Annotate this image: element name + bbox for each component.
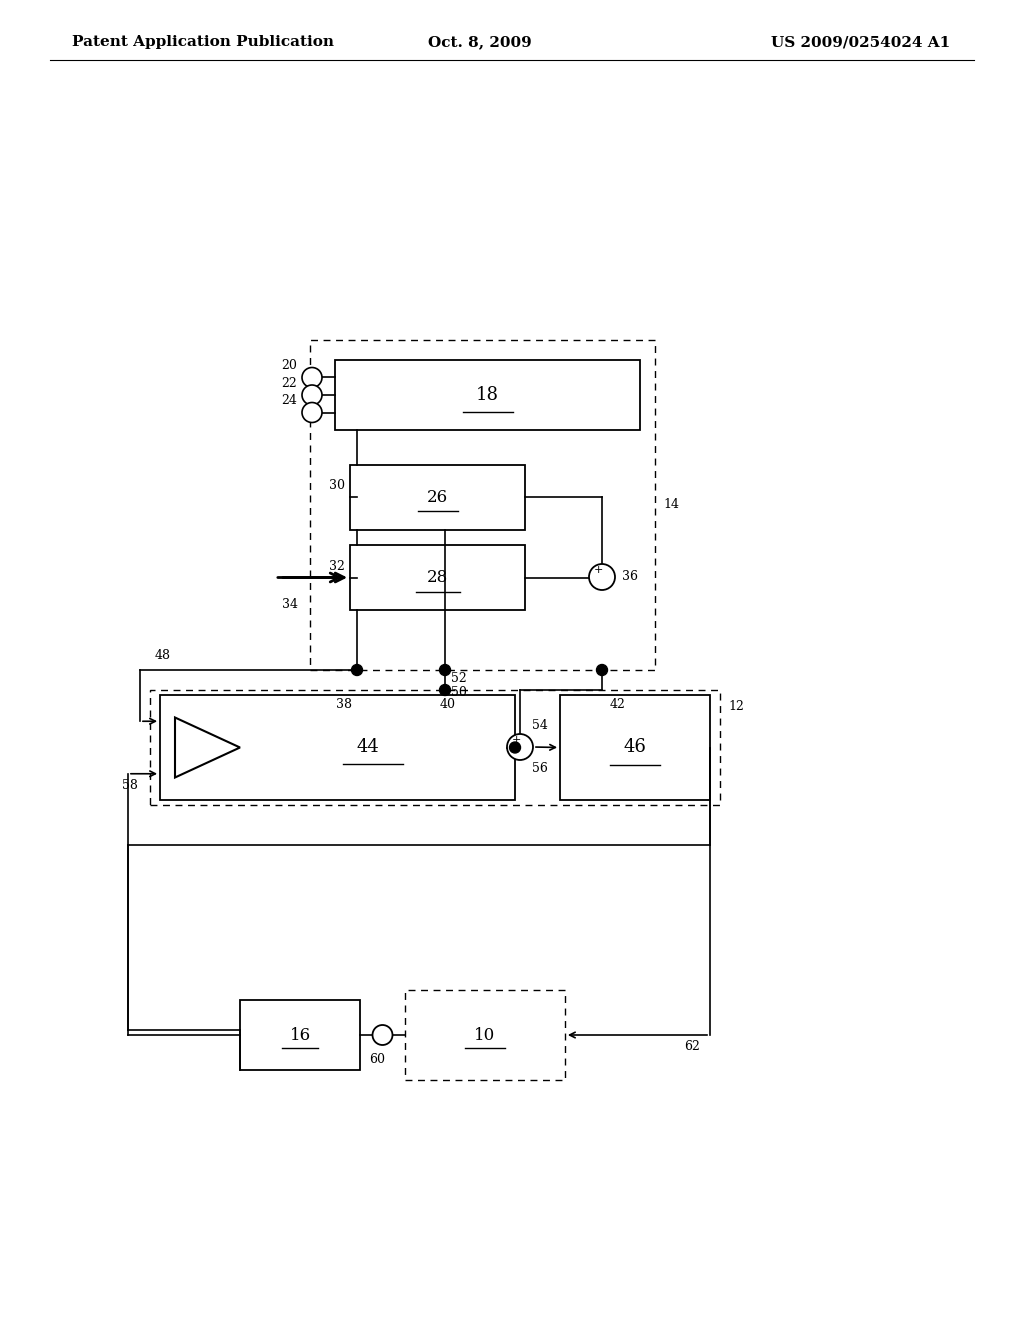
Text: 26: 26 xyxy=(427,488,449,506)
Text: 34: 34 xyxy=(282,598,298,610)
Circle shape xyxy=(439,685,451,696)
Text: 40: 40 xyxy=(440,698,456,711)
Text: 44: 44 xyxy=(356,738,379,756)
Bar xyxy=(335,360,640,430)
Bar xyxy=(350,545,525,610)
Text: +: + xyxy=(511,735,520,744)
Text: 24: 24 xyxy=(282,395,297,408)
Text: 20: 20 xyxy=(282,359,297,372)
Bar xyxy=(350,465,525,531)
Bar xyxy=(150,690,720,805)
Circle shape xyxy=(373,1026,392,1045)
Text: +: + xyxy=(593,565,603,576)
Text: 10: 10 xyxy=(474,1027,496,1044)
Bar xyxy=(560,696,710,800)
Text: US 2009/0254024 A1: US 2009/0254024 A1 xyxy=(771,36,950,49)
Circle shape xyxy=(589,564,615,590)
Text: 38: 38 xyxy=(336,698,352,711)
Text: 54: 54 xyxy=(532,719,548,733)
Circle shape xyxy=(439,664,451,676)
Bar xyxy=(160,696,515,800)
Text: 16: 16 xyxy=(290,1027,310,1044)
Circle shape xyxy=(597,664,607,676)
Text: 60: 60 xyxy=(370,1053,385,1067)
Bar xyxy=(310,341,655,671)
Text: Patent Application Publication: Patent Application Publication xyxy=(72,36,334,49)
Circle shape xyxy=(507,734,534,760)
Text: 46: 46 xyxy=(624,738,646,756)
Circle shape xyxy=(351,664,362,676)
Circle shape xyxy=(302,385,322,405)
Text: Oct. 8, 2009: Oct. 8, 2009 xyxy=(428,36,531,49)
Circle shape xyxy=(510,742,520,752)
Text: 50: 50 xyxy=(451,686,467,700)
Bar xyxy=(240,1001,360,1071)
Text: 48: 48 xyxy=(155,649,171,663)
Text: 52: 52 xyxy=(451,672,467,685)
Text: 22: 22 xyxy=(282,378,297,389)
Text: 58: 58 xyxy=(122,779,138,792)
Text: 28: 28 xyxy=(427,569,449,586)
Text: 18: 18 xyxy=(476,385,499,404)
Text: 62: 62 xyxy=(684,1040,700,1053)
Circle shape xyxy=(302,403,322,422)
Bar xyxy=(406,990,565,1080)
Text: 36: 36 xyxy=(622,570,638,583)
Text: 12: 12 xyxy=(728,700,743,713)
Text: 14: 14 xyxy=(663,499,679,511)
Text: 42: 42 xyxy=(610,698,626,711)
Text: 32: 32 xyxy=(329,560,345,573)
Text: 30: 30 xyxy=(329,479,345,492)
Text: 56: 56 xyxy=(532,762,548,775)
Circle shape xyxy=(302,367,322,388)
